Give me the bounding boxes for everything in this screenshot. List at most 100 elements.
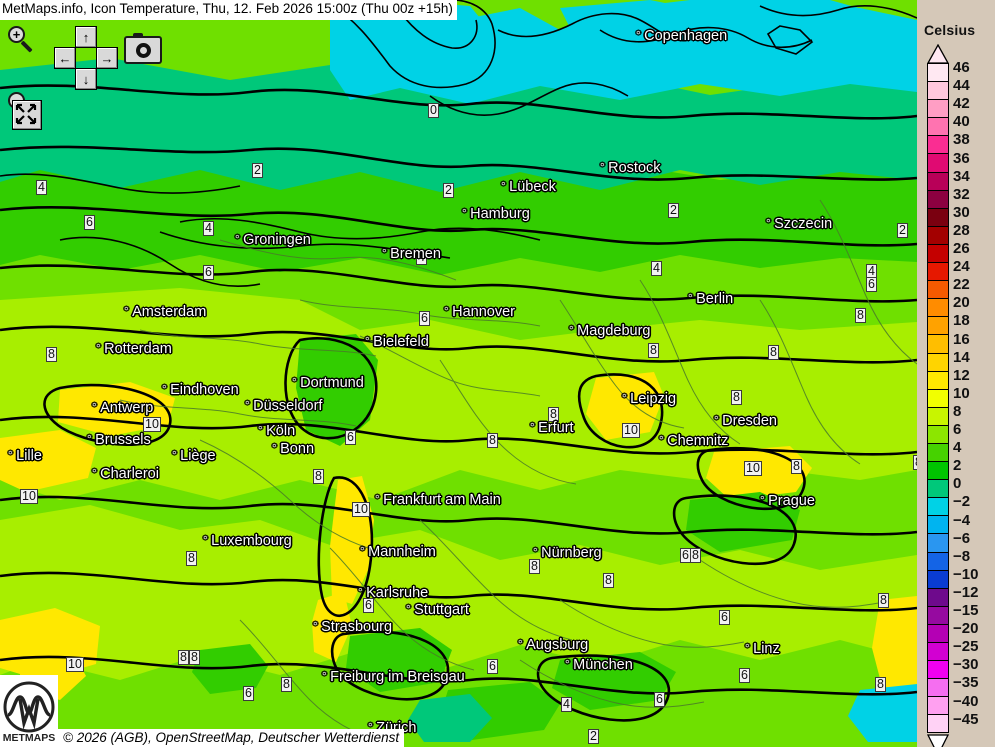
temperature-map[interactable]: ° Copenhagen ° Rostock ° Lübeck ° Hamburg ° … bbox=[0, 0, 917, 747]
pan-down-button[interactable]: ↓ bbox=[75, 68, 97, 90]
legend-swatch bbox=[927, 642, 949, 662]
legend-swatch bbox=[927, 660, 949, 680]
city-label: ° Szczecin bbox=[766, 217, 832, 232]
city-name: Karlsruhe bbox=[366, 585, 429, 601]
map-toolbar[interactable]: + − ↑ ← → ↓ bbox=[6, 24, 162, 130]
legend-bottom-cap bbox=[927, 734, 949, 747]
city-name: Hannover bbox=[452, 304, 516, 320]
city-name: Magdeburg bbox=[577, 323, 651, 339]
city-label: ° Karlsruhe bbox=[358, 586, 428, 601]
city-name: Amsterdam bbox=[132, 304, 207, 320]
city-marker-icon: ° bbox=[358, 585, 367, 599]
city-marker-icon: ° bbox=[87, 432, 96, 446]
pan-left-button[interactable]: ← bbox=[54, 47, 76, 69]
contour-label: 10 bbox=[20, 489, 38, 504]
legend-tick: −15 bbox=[953, 602, 979, 619]
city-marker-icon: ° bbox=[96, 341, 105, 355]
city-name: Luxembourg bbox=[211, 533, 292, 549]
city-name: Stuttgart bbox=[414, 602, 469, 618]
contour-label: 6 bbox=[719, 610, 730, 625]
magnifier-handle bbox=[20, 40, 33, 53]
contour-label: 6 bbox=[654, 692, 665, 707]
city-label: ° Augsburg bbox=[518, 638, 588, 653]
camera-lens bbox=[135, 42, 151, 58]
legend-swatch bbox=[927, 714, 949, 734]
city-name: Strasbourg bbox=[321, 619, 393, 635]
city-label: ° Antwerp bbox=[92, 401, 153, 416]
pan-right-button[interactable]: → bbox=[96, 47, 118, 69]
contour-label: 8 bbox=[186, 551, 197, 566]
legend-tick: 40 bbox=[953, 113, 970, 131]
legend-tick: −40 bbox=[953, 692, 979, 710]
legend-swatch bbox=[927, 352, 949, 372]
legend-tick: −30 bbox=[953, 656, 979, 674]
legend-swatch bbox=[927, 442, 949, 463]
city-marker-icon: ° bbox=[235, 232, 244, 246]
legend-tick: 16 bbox=[953, 330, 970, 348]
pan-control[interactable]: ↑ ← → ↓ bbox=[54, 26, 118, 90]
legend-swatch bbox=[927, 81, 949, 101]
city-label: ° Dortmund bbox=[292, 376, 364, 391]
zoom-in-icon[interactable]: + bbox=[6, 24, 36, 54]
camera-icon[interactable] bbox=[124, 33, 162, 64]
city-label: ° Linz bbox=[745, 642, 780, 657]
city-label: ° Freiburg im Breisgau bbox=[322, 670, 465, 685]
legend-tick: 32 bbox=[953, 185, 970, 203]
city-marker-icon: ° bbox=[313, 619, 322, 633]
legend-tick: −10 bbox=[953, 565, 979, 583]
city-marker-icon: ° bbox=[292, 375, 301, 389]
city-marker-icon: ° bbox=[360, 544, 369, 558]
city-label: ° Liège bbox=[172, 449, 216, 464]
city-marker-icon: ° bbox=[382, 246, 391, 260]
city-name: Rostock bbox=[608, 160, 661, 176]
legend-swatch bbox=[927, 406, 949, 426]
city-label: ° Prague bbox=[760, 494, 815, 509]
contour-label: 8 bbox=[487, 433, 498, 448]
contour-label: 4 bbox=[36, 180, 47, 195]
city-marker-icon: ° bbox=[714, 413, 723, 427]
legend-swatch bbox=[927, 262, 949, 282]
contour-label: 2 bbox=[588, 729, 599, 744]
attribution-text: © 2026 (AGB), OpenStreetMap, Deutscher W… bbox=[58, 729, 405, 747]
fullscreen-icon[interactable] bbox=[12, 100, 42, 130]
contour-label: 6 bbox=[419, 311, 430, 326]
city-label: ° Leipzig bbox=[622, 392, 676, 407]
city-marker-icon: ° bbox=[745, 641, 754, 655]
legend-tick: 46 bbox=[953, 59, 970, 76]
legend-tick: 8 bbox=[953, 402, 962, 420]
city-marker-icon: ° bbox=[622, 391, 631, 405]
contour-label: 8 bbox=[46, 347, 57, 362]
legend-swatch bbox=[927, 370, 949, 390]
map-title: MetMaps.info, Icon Temperature, Thu, 12.… bbox=[0, 0, 457, 20]
metmaps-logo-text: METMAPS bbox=[3, 732, 56, 744]
contour-label: 8 bbox=[648, 343, 659, 358]
city-marker-icon: ° bbox=[92, 400, 101, 414]
contour-label: 0 bbox=[428, 103, 439, 118]
city-name: Augsburg bbox=[526, 637, 589, 653]
city-name: Bielefeld bbox=[373, 334, 429, 350]
city-marker-icon: ° bbox=[368, 720, 377, 734]
contour-label: 2 bbox=[443, 183, 454, 198]
legend-swatch bbox=[927, 569, 949, 589]
city-marker-icon: ° bbox=[8, 448, 17, 462]
legend-swatch bbox=[927, 316, 949, 336]
legend-tick: −8 bbox=[953, 547, 971, 565]
city-name: Köln bbox=[266, 423, 296, 439]
pan-up-button[interactable]: ↑ bbox=[75, 26, 97, 48]
legend-swatch bbox=[927, 243, 949, 264]
city-name: Bonn bbox=[280, 441, 315, 457]
city-label: ° Erfurt bbox=[530, 421, 574, 436]
legend-tick: 42 bbox=[953, 95, 970, 113]
legend-swatch bbox=[927, 696, 949, 716]
fullscreen-arrows bbox=[15, 103, 37, 125]
city-marker-icon: ° bbox=[501, 179, 510, 193]
contour-label: 6 bbox=[363, 598, 374, 613]
city-marker-icon: ° bbox=[322, 669, 331, 683]
legend-tick: 36 bbox=[953, 149, 970, 167]
city-name: Szczecin bbox=[774, 216, 833, 232]
contour-label: 10 bbox=[66, 657, 84, 672]
contour-label: 8 bbox=[189, 650, 200, 665]
metmaps-logo-icon: METMAPS bbox=[3, 681, 56, 744]
contour-label: 6 bbox=[84, 215, 95, 230]
city-marker-icon: ° bbox=[766, 216, 775, 230]
